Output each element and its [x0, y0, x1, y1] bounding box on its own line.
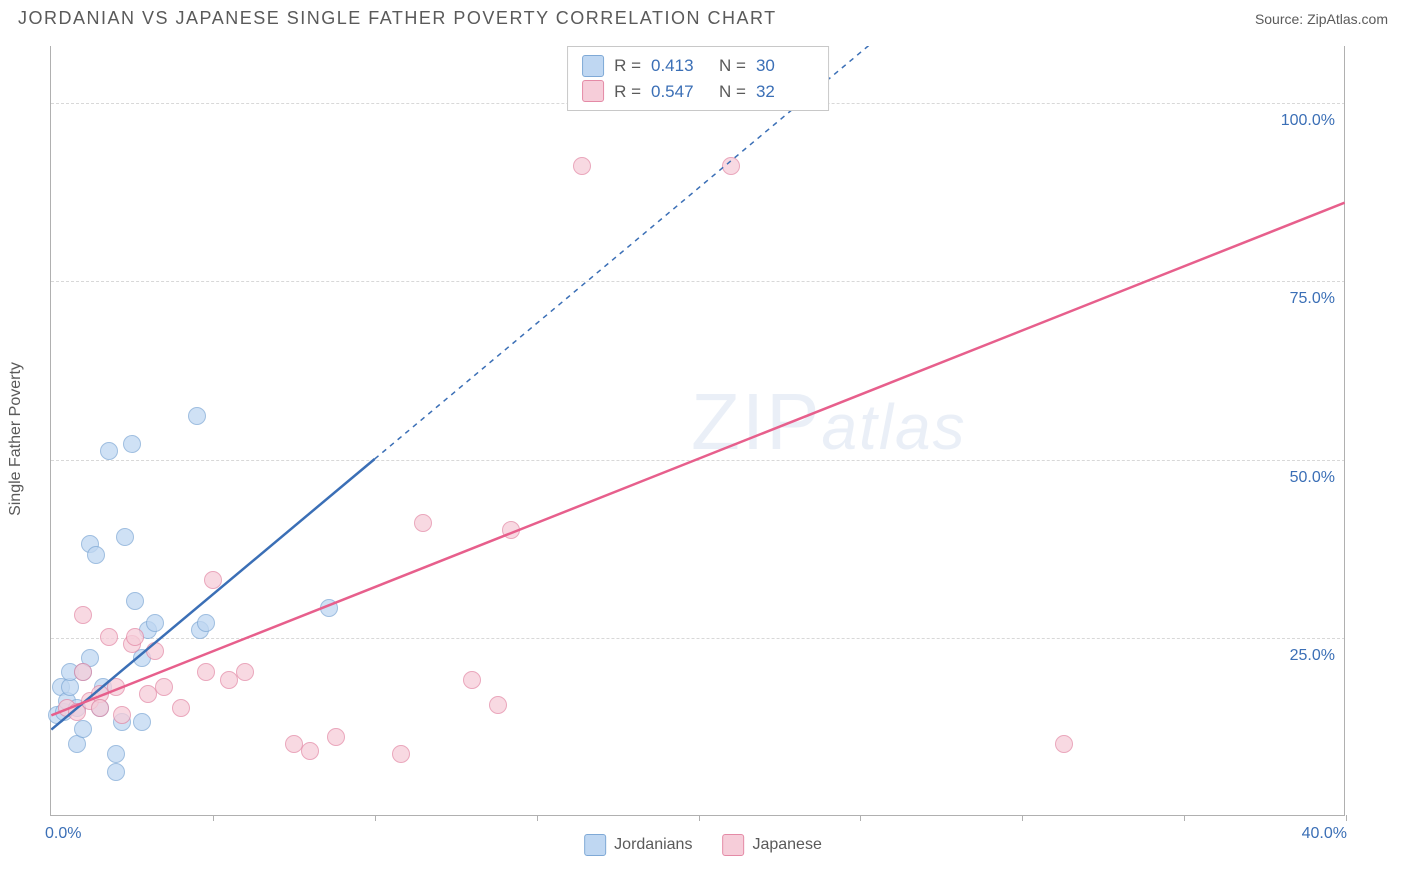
correlation-legend: R = 0.413 N = 30 R = 0.547 N = 32 [567, 46, 829, 111]
n-value: 32 [756, 79, 814, 105]
scatter-point [573, 157, 591, 175]
r-value: 0.547 [651, 79, 709, 105]
x-tick [1346, 815, 1347, 821]
y-tick-label: 50.0% [1290, 469, 1335, 487]
scatter-point [74, 720, 92, 738]
scatter-point [1055, 735, 1073, 753]
r-label: R = [614, 53, 641, 79]
scatter-point [100, 628, 118, 646]
y-tick-label: 75.0% [1290, 290, 1335, 308]
x-tick-label: 0.0% [45, 825, 81, 843]
scatter-point [74, 663, 92, 681]
x-tick [375, 815, 376, 821]
legend-label: Jordanians [614, 836, 692, 854]
scatter-point [722, 157, 740, 175]
watermark: ZIPatlas [691, 376, 967, 468]
scatter-point [320, 599, 338, 617]
legend-row: R = 0.547 N = 32 [582, 79, 814, 105]
x-tick-label: 40.0% [1302, 825, 1347, 843]
scatter-point [100, 442, 118, 460]
watermark-atlas: atlas [821, 391, 966, 463]
scatter-point [123, 435, 141, 453]
legend-swatch [722, 834, 744, 856]
x-tick [537, 815, 538, 821]
legend-item: Japanese [722, 834, 821, 856]
n-label: N = [719, 79, 746, 105]
gridline [51, 638, 1345, 639]
n-value: 30 [756, 53, 814, 79]
scatter-point [87, 546, 105, 564]
scatter-point [146, 614, 164, 632]
gridline [51, 281, 1345, 282]
scatter-point [126, 628, 144, 646]
r-label: R = [614, 79, 641, 105]
x-tick [699, 815, 700, 821]
scatter-point [327, 728, 345, 746]
scatter-point [197, 614, 215, 632]
legend-swatch [582, 80, 604, 102]
x-tick [213, 815, 214, 821]
scatter-point [155, 678, 173, 696]
scatter-point [502, 521, 520, 539]
n-label: N = [719, 53, 746, 79]
scatter-point [126, 592, 144, 610]
chart-header: JORDANIAN VS JAPANESE SINGLE FATHER POVE… [0, 0, 1406, 33]
x-tick [1022, 815, 1023, 821]
scatter-point [414, 514, 432, 532]
scatter-point [74, 606, 92, 624]
series-legend: Jordanians Japanese [584, 834, 822, 856]
watermark-zip: ZIP [691, 377, 821, 466]
chart-plot-area: ZIPatlas R = 0.413 N = 30 R = 0.547 N = 32 25.0… [50, 46, 1345, 816]
legend-swatch [582, 55, 604, 77]
chart-source: Source: ZipAtlas.com [1255, 11, 1388, 27]
scatter-point [489, 696, 507, 714]
r-value: 0.413 [651, 53, 709, 79]
scatter-point [133, 713, 151, 731]
x-tick [860, 815, 861, 821]
scatter-point [107, 745, 125, 763]
y-tick-label: 25.0% [1290, 647, 1335, 665]
legend-item: Jordanians [584, 834, 692, 856]
y-tick-label: 100.0% [1281, 112, 1335, 130]
scatter-point [197, 663, 215, 681]
chart-title: JORDANIAN VS JAPANESE SINGLE FATHER POVE… [18, 8, 777, 29]
scatter-point [107, 763, 125, 781]
scatter-point [188, 407, 206, 425]
x-tick [1184, 815, 1185, 821]
scatter-point [116, 528, 134, 546]
scatter-point [392, 745, 410, 763]
legend-label: Japanese [752, 836, 821, 854]
scatter-point [204, 571, 222, 589]
scatter-point [236, 663, 254, 681]
scatter-point [172, 699, 190, 717]
legend-row: R = 0.413 N = 30 [582, 53, 814, 79]
scatter-point [113, 706, 131, 724]
scatter-point [463, 671, 481, 689]
y-axis-label: Single Father Poverty [7, 362, 25, 516]
gridline [51, 460, 1345, 461]
scatter-point [91, 699, 109, 717]
scatter-point [301, 742, 319, 760]
scatter-point [146, 642, 164, 660]
scatter-point [107, 678, 125, 696]
legend-swatch [584, 834, 606, 856]
trend-lines [51, 46, 1345, 815]
